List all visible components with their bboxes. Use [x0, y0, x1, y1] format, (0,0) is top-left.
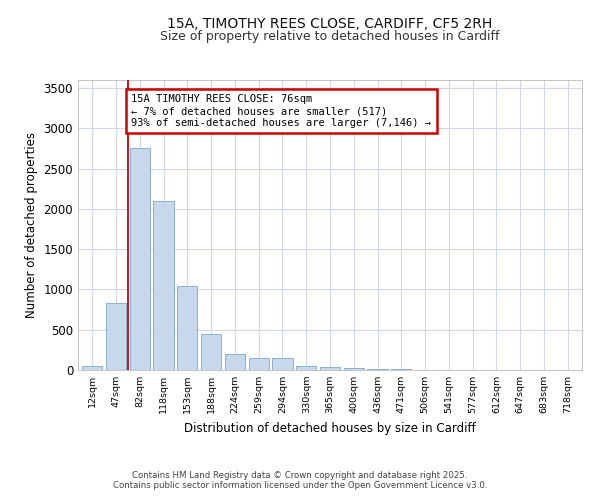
Text: Contains HM Land Registry data © Crown copyright and database right 2025.: Contains HM Land Registry data © Crown c… [132, 471, 468, 480]
Bar [82, 366, 103, 370]
Bar [130, 148, 150, 370]
Text: Contains public sector information licensed under the Open Government Licence v3: Contains public sector information licen… [113, 481, 487, 490]
Bar [154, 201, 173, 370]
Bar [248, 358, 269, 370]
Bar [177, 286, 197, 370]
X-axis label: Distribution of detached houses by size in Cardiff: Distribution of detached houses by size … [184, 422, 476, 434]
Bar [225, 354, 245, 370]
Bar [344, 368, 364, 370]
Bar [106, 303, 126, 370]
Text: 15A, TIMOTHY REES CLOSE, CARDIFF, CF5 2RH: 15A, TIMOTHY REES CLOSE, CARDIFF, CF5 2R… [167, 18, 493, 32]
Bar [367, 369, 388, 370]
Bar [272, 358, 293, 370]
Text: 15A TIMOTHY REES CLOSE: 76sqm
← 7% of detached houses are smaller (517)
93% of s: 15A TIMOTHY REES CLOSE: 76sqm ← 7% of de… [131, 94, 431, 128]
Text: Size of property relative to detached houses in Cardiff: Size of property relative to detached ho… [160, 30, 500, 43]
Bar [201, 334, 221, 370]
Bar [320, 367, 340, 370]
Y-axis label: Number of detached properties: Number of detached properties [25, 132, 38, 318]
Bar [296, 366, 316, 370]
